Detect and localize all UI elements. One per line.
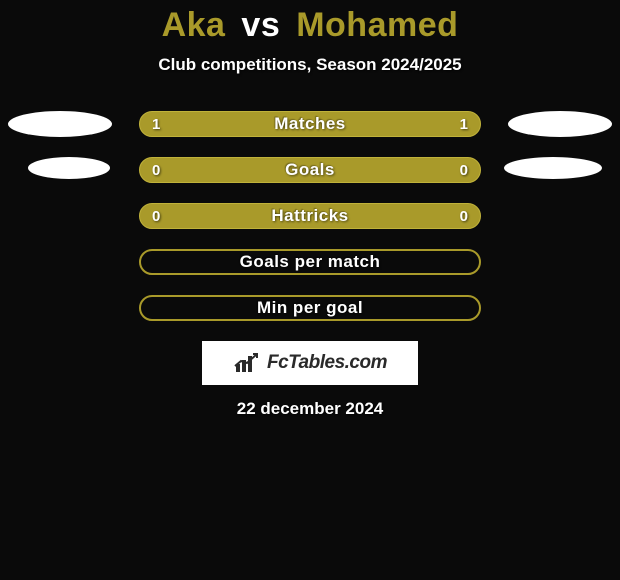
stat-value-right: 0 xyxy=(460,158,468,184)
vs-label: vs xyxy=(241,6,280,44)
content: Aka vs Mohamed Club competitions, Season… xyxy=(0,0,620,580)
player2-marker-2 xyxy=(504,157,602,179)
player1-marker-1 xyxy=(8,111,112,137)
player2-name: Mohamed xyxy=(296,6,458,44)
stat-value-left: 0 xyxy=(152,158,160,184)
date-label: 22 december 2024 xyxy=(0,399,620,419)
stat-label: Hattricks xyxy=(271,206,348,226)
stat-bar-goals: 0 Goals 0 xyxy=(139,157,481,183)
stat-label: Min per goal xyxy=(257,298,363,318)
stat-value-left: 1 xyxy=(152,112,160,138)
chart-icon xyxy=(233,352,261,374)
logo-text: FcTables.com xyxy=(267,352,387,374)
row-matches: 1 Matches 1 xyxy=(0,111,620,157)
fctables-logo: FcTables.com xyxy=(202,341,418,385)
player1-marker-2 xyxy=(28,157,110,179)
player2-marker-1 xyxy=(508,111,612,137)
stat-bar-goals-per-match: Goals per match xyxy=(139,249,481,275)
stat-label: Matches xyxy=(274,114,346,134)
bars-rest: 0 Hattricks 0 Goals per match Min per go… xyxy=(139,203,481,321)
row-goals: 0 Goals 0 xyxy=(0,157,620,203)
stat-bar-hattricks: 0 Hattricks 0 xyxy=(139,203,481,229)
stat-label: Goals per match xyxy=(240,252,381,272)
stat-label: Goals xyxy=(285,160,335,180)
subtitle: Club competitions, Season 2024/2025 xyxy=(0,55,620,75)
stat-bar-matches: 1 Matches 1 xyxy=(139,111,481,137)
stat-bar-min-per-goal: Min per goal xyxy=(139,295,481,321)
player1-name: Aka xyxy=(162,6,226,44)
stat-value-right: 0 xyxy=(460,204,468,230)
stat-value-left: 0 xyxy=(152,204,160,230)
stat-value-right: 1 xyxy=(460,112,468,138)
page-title: Aka vs Mohamed xyxy=(0,6,620,45)
